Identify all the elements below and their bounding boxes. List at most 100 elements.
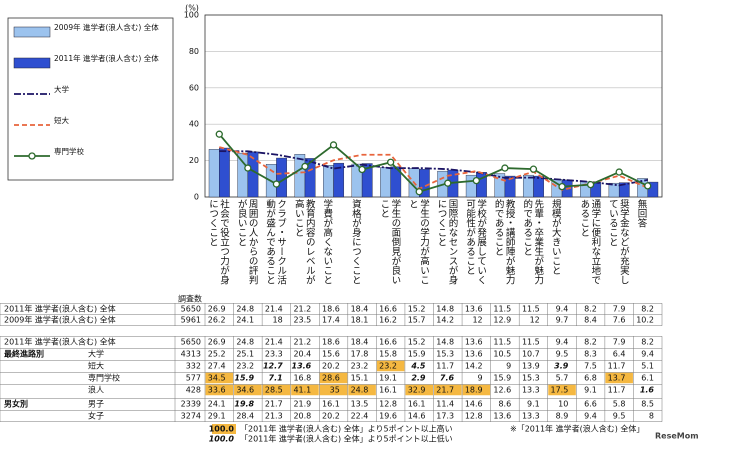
row-label: 2009年 進学者(浪人含む) 全体 bbox=[4, 315, 116, 325]
row-label: 2011年 進学者(浪人含む) 全体 bbox=[4, 337, 116, 347]
cell-highlight bbox=[234, 384, 262, 396]
row-count: 5961 bbox=[181, 316, 201, 325]
cell: 18.1 bbox=[351, 316, 369, 325]
watermark: ReseMom bbox=[655, 432, 699, 441]
cell: 17.5 bbox=[551, 386, 569, 395]
line bbox=[219, 146, 649, 191]
cell: 12.8 bbox=[465, 412, 483, 421]
cell: 21.2 bbox=[293, 305, 311, 314]
bar bbox=[304, 158, 316, 198]
cell: 8.2 bbox=[584, 305, 597, 314]
marker bbox=[329, 141, 338, 149]
note-sample: 100.0 bbox=[209, 435, 235, 444]
bar bbox=[380, 167, 391, 198]
cell: 13.6 bbox=[465, 338, 483, 347]
cell-highlight bbox=[605, 372, 633, 384]
cell: 26.2 bbox=[208, 316, 226, 325]
cell: 15.9 bbox=[408, 350, 426, 359]
cell: 12.7 bbox=[263, 362, 283, 371]
cell: 9 bbox=[506, 362, 511, 371]
bar bbox=[294, 154, 306, 198]
cell: 29.1 bbox=[208, 412, 226, 421]
cell: 21.7 bbox=[436, 386, 454, 395]
cell: 4.5 bbox=[410, 362, 426, 371]
x-tick-label-box: 国際的なセンスが身につくこと bbox=[435, 199, 458, 285]
cell: 11.5 bbox=[522, 338, 540, 347]
cell: 15.2 bbox=[408, 305, 426, 314]
cell: 7.9 bbox=[613, 338, 626, 347]
cell: 9.4 bbox=[556, 338, 569, 347]
bar bbox=[608, 182, 620, 198]
x-tick-label: 規模が大きいこと bbox=[549, 199, 561, 275]
row-group: 最終進路別 bbox=[4, 349, 44, 359]
bar bbox=[276, 157, 287, 198]
cell-highlight bbox=[548, 384, 576, 396]
row-label: 専門学校 bbox=[88, 373, 120, 383]
cell-highlight bbox=[405, 384, 433, 396]
cell: 18.6 bbox=[322, 305, 340, 314]
x-tick-label-box: 規模が大きいこと bbox=[549, 199, 561, 275]
cell-highlight bbox=[348, 384, 376, 396]
legend-label-box: 大学 bbox=[54, 85, 69, 94]
cell: 41.1 bbox=[293, 386, 311, 395]
cell: 6.8 bbox=[584, 374, 597, 383]
legend-label: 大学 bbox=[54, 85, 69, 94]
cell: 1.6 bbox=[640, 386, 655, 395]
legend-label: 2011年 進学者(浪人含む) 全体 bbox=[54, 54, 159, 63]
legend-label-box: 専門学校 bbox=[54, 147, 84, 156]
cell: 16.6 bbox=[379, 338, 397, 347]
bar bbox=[419, 169, 430, 198]
cell: 23.5 bbox=[293, 316, 311, 325]
cell: 10.7 bbox=[522, 350, 540, 359]
cell: 8.2 bbox=[641, 305, 654, 314]
cell: 14.8 bbox=[436, 305, 454, 314]
y-tick-label: 80 bbox=[189, 47, 199, 56]
x-tick-label: 教授・講師陣が魅力的であること bbox=[492, 199, 515, 285]
cell: 13.3 bbox=[522, 412, 540, 421]
cell: 21.9 bbox=[293, 400, 311, 409]
legend-label: 短大 bbox=[54, 116, 69, 125]
cell: 11.7 bbox=[608, 362, 626, 371]
cell: 8.2 bbox=[641, 338, 654, 347]
cell: 11.4 bbox=[436, 400, 454, 409]
row-label: 2011年 進学者(浪人含む) 全体 bbox=[4, 304, 116, 314]
cell: 17.4 bbox=[322, 316, 340, 325]
cell: 11.7 bbox=[608, 386, 626, 395]
legend-label: 2009年 進学者(浪人含む) 全体 bbox=[54, 23, 159, 32]
x-tick-label-box: 社会で役立つ力が身につくこと bbox=[207, 199, 229, 285]
cell: 18.4 bbox=[351, 338, 369, 347]
row-label: 男子 bbox=[88, 400, 104, 409]
cell: 19.8 bbox=[234, 400, 254, 409]
cell: 21.4 bbox=[265, 305, 283, 314]
cell-highlight bbox=[319, 384, 348, 396]
marker bbox=[272, 180, 281, 188]
legend-swatch bbox=[13, 26, 51, 38]
cell: 8.3 bbox=[584, 350, 597, 359]
bar bbox=[333, 162, 345, 198]
cell: 14.6 bbox=[408, 412, 426, 421]
cell: 14.2 bbox=[465, 362, 483, 371]
cell: 9.7 bbox=[556, 316, 569, 325]
note-swatch bbox=[212, 424, 236, 434]
x-tick-label: 国際的なセンスが身につくこと bbox=[435, 199, 458, 285]
cell: 19.6 bbox=[379, 412, 397, 421]
cell: 9.5 bbox=[613, 412, 626, 421]
marker bbox=[387, 158, 395, 166]
cell: 12.6 bbox=[493, 386, 511, 395]
cell: 15.9 bbox=[493, 374, 511, 383]
x-tick-label-box: 教育内容のレベルが高いこと bbox=[293, 199, 315, 285]
cell: 27.4 bbox=[208, 362, 226, 371]
cell: 18.4 bbox=[351, 305, 369, 314]
cell: 8 bbox=[649, 412, 654, 421]
row-count: 428 bbox=[186, 386, 201, 395]
cell: 9.1 bbox=[527, 400, 540, 409]
cell-highlight bbox=[376, 360, 405, 372]
cell: 14.8 bbox=[436, 338, 454, 347]
legend-label-box: 短大 bbox=[54, 116, 69, 125]
cell: 7.9 bbox=[613, 305, 626, 314]
marker bbox=[415, 188, 423, 196]
cell-highlight bbox=[434, 384, 462, 396]
x-tick-label-box: 無回答 bbox=[635, 199, 646, 228]
marker bbox=[558, 182, 566, 191]
